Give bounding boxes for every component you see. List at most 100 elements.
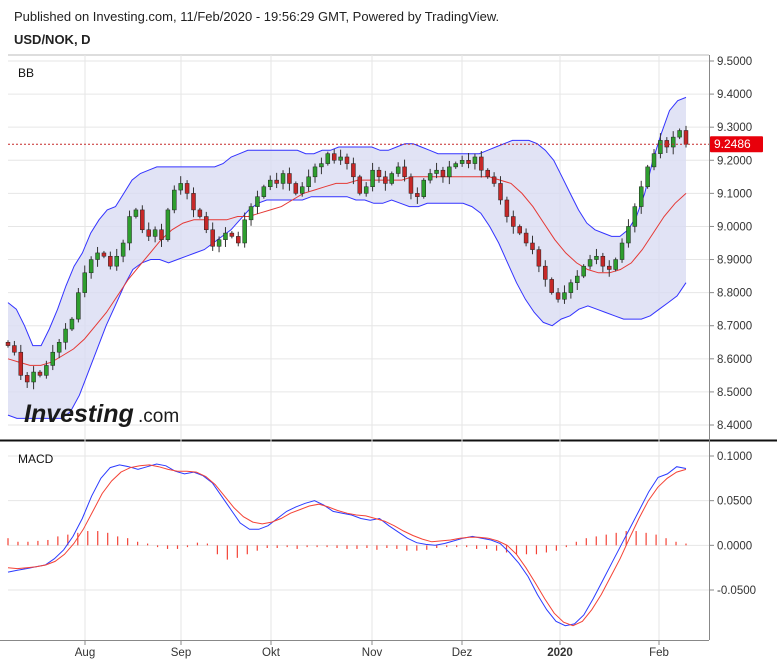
- y-tick-label: 8.6000: [717, 354, 752, 366]
- candle-body-down: [607, 265, 612, 270]
- candle: [395, 162, 401, 177]
- candle-body-up: [389, 173, 395, 184]
- candle-body-up: [619, 242, 625, 260]
- candle: [498, 176, 503, 205]
- candle-body-down: [523, 232, 529, 244]
- candle: [216, 236, 222, 253]
- candle-body-down: [37, 371, 43, 376]
- candle: [5, 340, 11, 348]
- candle-body-up: [299, 186, 305, 194]
- candle-body-up: [223, 232, 228, 240]
- candle-body-up: [677, 130, 682, 138]
- y-tick-label: 9.4000: [717, 89, 752, 101]
- candle-body-up: [370, 169, 375, 187]
- bollinger-bands: [7, 96, 687, 419]
- macd-y-tick-label: 0.0500: [717, 496, 752, 508]
- candle-body-down: [498, 183, 503, 201]
- candle-body-up: [562, 292, 567, 300]
- candle-body-down: [504, 199, 510, 217]
- y-tick-label: 8.7000: [717, 321, 752, 333]
- candle: [76, 288, 81, 323]
- macd-y-tick-label: -0.0500: [717, 585, 756, 597]
- bb-fill: [8, 97, 686, 419]
- candle-body-up: [472, 156, 478, 164]
- candle: [299, 182, 305, 197]
- candle-body-down: [344, 156, 350, 164]
- candle: [146, 222, 151, 242]
- x-tick-label: 2020: [547, 647, 573, 659]
- candle-body-up: [248, 206, 254, 221]
- candle: [306, 169, 311, 192]
- y-tick-label: 9.5000: [717, 56, 752, 68]
- candle: [268, 175, 273, 191]
- candle-body-up: [127, 216, 132, 244]
- candle: [402, 159, 407, 182]
- svg-text:.com: .com: [138, 406, 179, 427]
- candle-body-up: [459, 160, 465, 164]
- candle: [363, 182, 369, 197]
- candle: [376, 166, 382, 183]
- candle-body-up: [95, 252, 100, 260]
- symbol-title: USD/NOK, D: [14, 32, 91, 47]
- candle: [670, 131, 676, 155]
- candle: [383, 170, 388, 191]
- candle-body-down: [600, 255, 606, 267]
- candle: [587, 254, 593, 270]
- candle: [549, 277, 554, 295]
- x-tick-label: Aug: [75, 647, 95, 659]
- candle: [421, 178, 426, 199]
- x-tick-label: Dez: [452, 647, 473, 659]
- candle-body-down: [210, 229, 215, 247]
- macd-line: [7, 463, 687, 627]
- candle-body-up: [56, 342, 62, 353]
- candle-body-down: [5, 342, 11, 346]
- candle: [357, 174, 363, 196]
- candle: [140, 205, 145, 234]
- candle: [645, 164, 650, 189]
- candle-body-up: [88, 259, 94, 274]
- candle: [370, 162, 375, 192]
- candle-body-up: [216, 239, 222, 247]
- candle: [287, 167, 292, 191]
- candle-body-up: [651, 153, 657, 168]
- x-tick-label: Feb: [649, 647, 669, 659]
- candle: [415, 187, 420, 204]
- candle: [18, 344, 24, 380]
- candle: [31, 366, 36, 390]
- candle-body-down: [236, 236, 241, 244]
- candle: [191, 187, 196, 218]
- candle-body-up: [120, 242, 126, 257]
- candle-body-up: [434, 169, 439, 174]
- x-tick-label: Sep: [171, 647, 191, 659]
- candle-body-up: [581, 265, 586, 277]
- candle-body-up: [363, 186, 369, 194]
- candle: [101, 250, 107, 259]
- candle: [229, 231, 235, 239]
- candlesticks[interactable]: [5, 125, 689, 390]
- candle-body-down: [159, 229, 164, 240]
- candle: [172, 185, 177, 214]
- y-tick-label: 9.1000: [717, 188, 752, 200]
- last-price-tag: 9.2486: [710, 136, 763, 153]
- candle: [440, 166, 446, 183]
- y-tick-label: 9.2000: [717, 155, 752, 167]
- y-tick-label: 8.9000: [717, 255, 752, 267]
- candle: [223, 227, 228, 247]
- candle-body-down: [479, 156, 484, 171]
- candle-body-up: [178, 183, 183, 191]
- candle-body-down: [511, 216, 516, 227]
- candle-body-down: [517, 226, 522, 234]
- candle-body-down: [184, 183, 190, 194]
- candle-body-down: [440, 169, 446, 178]
- candle: [255, 190, 260, 214]
- candle-body-up: [325, 153, 331, 164]
- candle: [37, 370, 43, 378]
- candle: [581, 264, 586, 279]
- candle: [491, 172, 497, 187]
- candle: [133, 207, 139, 219]
- y-tick-label: 9.0000: [717, 221, 752, 233]
- candle-body-up: [575, 275, 580, 283]
- candle-body-up: [280, 173, 286, 184]
- bb-lower-line: [7, 196, 687, 419]
